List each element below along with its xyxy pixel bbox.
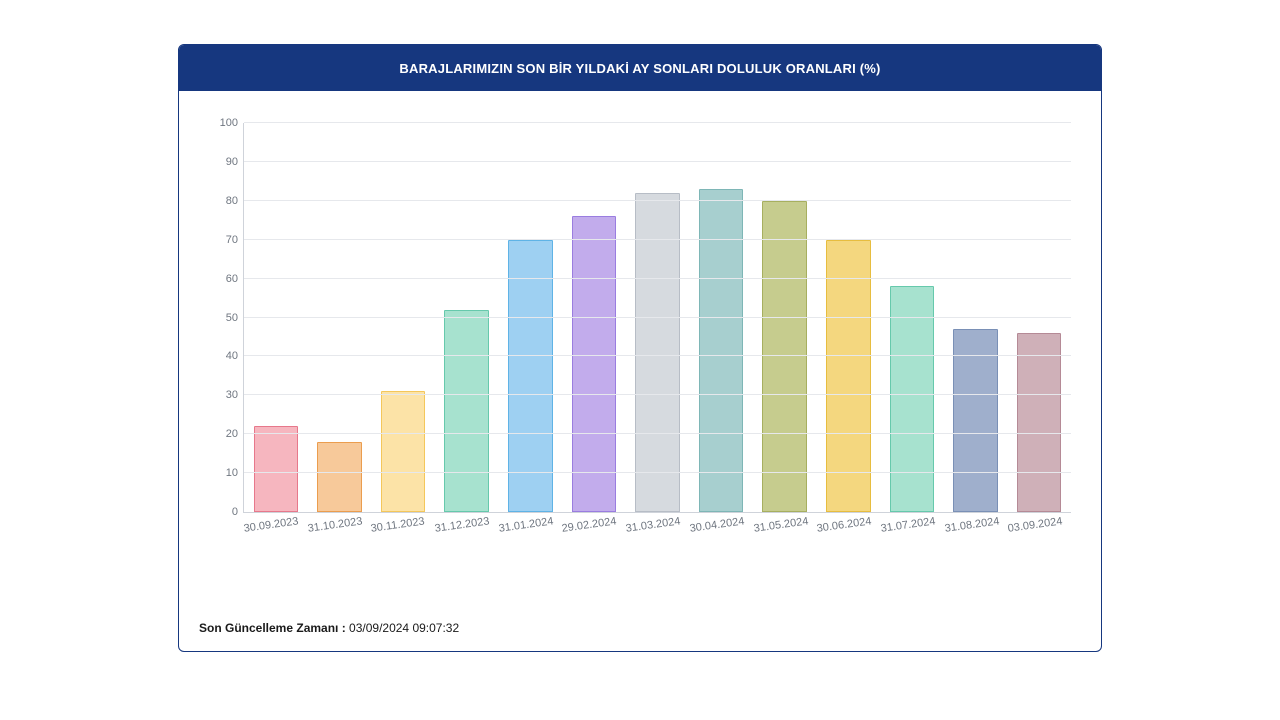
chart-card: BARAJLARIMIZIN SON BİR YILDAKİ AY SONLAR… xyxy=(178,44,1102,652)
card-header: BARAJLARIMIZIN SON BİR YILDAKİ AY SONLAR… xyxy=(179,45,1101,91)
card-title: BARAJLARIMIZIN SON BİR YILDAKİ AY SONLAR… xyxy=(399,61,880,76)
gridline xyxy=(244,239,1071,240)
y-tick-label: 30 xyxy=(226,389,238,401)
x-tick-label: 31.01.2024 xyxy=(498,515,554,535)
last-update-value: 03/09/2024 09:07:32 xyxy=(349,621,459,635)
x-tick-label: 31.05.2024 xyxy=(753,515,809,535)
x-tick-label: 30.11.2023 xyxy=(370,515,425,534)
x-tick-label: 30.09.2023 xyxy=(243,515,299,535)
gridline xyxy=(244,200,1071,201)
last-update-label: Son Güncelleme Zamanı : xyxy=(199,621,349,635)
y-tick-label: 10 xyxy=(226,467,238,479)
gridline xyxy=(244,472,1071,473)
bar xyxy=(762,201,807,512)
gridline xyxy=(244,317,1071,318)
gridline xyxy=(244,355,1071,356)
y-tick-label: 60 xyxy=(226,273,238,285)
gridline xyxy=(244,394,1071,395)
bar xyxy=(953,329,998,512)
x-tick-label: 31.12.2023 xyxy=(434,515,490,535)
x-tick-label: 03.09.2024 xyxy=(1007,515,1063,535)
bar xyxy=(444,310,489,512)
bar xyxy=(699,189,744,512)
y-tick-label: 20 xyxy=(226,428,238,440)
bar xyxy=(1017,333,1062,512)
y-tick-label: 80 xyxy=(226,195,238,207)
x-tick-label: 31.10.2023 xyxy=(307,515,363,535)
y-tick-label: 90 xyxy=(226,156,238,168)
bars-container xyxy=(244,123,1071,512)
chart-area: 0102030405060708090100 30.09.202331.10.2… xyxy=(199,107,1081,577)
x-axis-labels: 30.09.2023 31.10.2023 30.11.2023 31.12.2023… xyxy=(243,513,1071,577)
x-tick-label: 31.08.2024 xyxy=(944,515,1000,535)
bar xyxy=(572,216,617,512)
gridline xyxy=(244,122,1071,123)
x-tick-label: 30.04.2024 xyxy=(689,515,745,535)
bar xyxy=(317,442,362,512)
y-tick-label: 50 xyxy=(226,312,238,324)
bar xyxy=(890,286,935,512)
plot-area: 0102030405060708090100 xyxy=(243,123,1071,513)
x-tick-label: 31.07.2024 xyxy=(880,515,936,535)
x-tick-label: 30.06.2024 xyxy=(816,515,872,535)
y-tick-label: 100 xyxy=(220,117,238,129)
gridline xyxy=(244,278,1071,279)
y-tick-label: 0 xyxy=(232,506,238,518)
bar xyxy=(635,193,680,512)
x-tick-label: 31.03.2024 xyxy=(625,515,681,535)
y-tick-label: 40 xyxy=(226,350,238,362)
x-tick-label: 29.02.2024 xyxy=(561,515,617,535)
last-update: Son Güncelleme Zamanı : 03/09/2024 09:07… xyxy=(199,621,459,635)
bar xyxy=(381,391,426,512)
y-tick-label: 70 xyxy=(226,234,238,246)
gridline xyxy=(244,433,1071,434)
bar xyxy=(254,426,299,512)
gridline xyxy=(244,161,1071,162)
